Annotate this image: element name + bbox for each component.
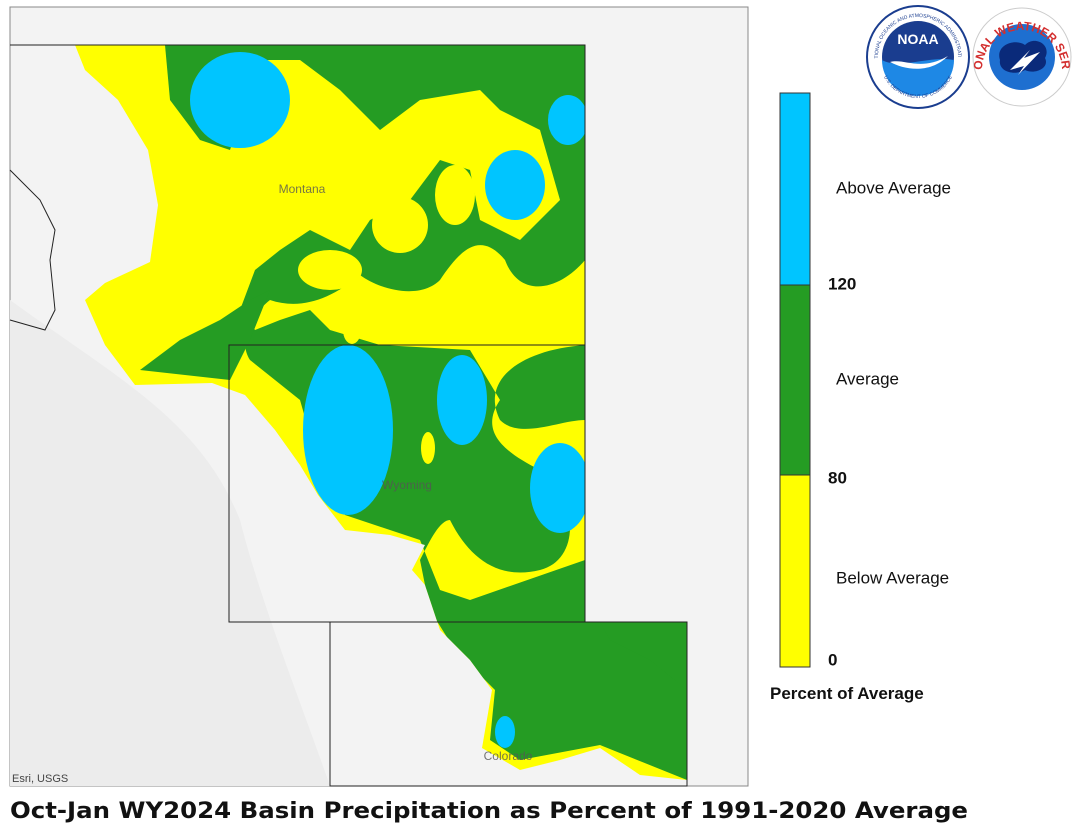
legend-break: 0 — [828, 650, 837, 669]
logo-text: NOAA — [897, 31, 938, 47]
above-area — [190, 52, 290, 148]
above-area — [530, 443, 590, 533]
above-area — [437, 355, 487, 445]
state-label: Wyoming — [382, 478, 432, 492]
above-area — [303, 345, 393, 515]
state-border — [9, 169, 56, 331]
below-area — [372, 197, 428, 253]
state-outlines — [10, 44, 688, 787]
state-label: Montana — [279, 182, 326, 196]
state-label: Colorado — [484, 749, 533, 763]
average-area — [140, 290, 270, 380]
above-area — [485, 150, 545, 220]
legend-label: Above Average — [836, 178, 951, 197]
legend-break: 120 — [828, 274, 856, 293]
below-area — [421, 432, 435, 464]
attribution: Esri, USGS — [12, 773, 68, 785]
average-area — [165, 45, 687, 780]
legend-label: Average — [836, 369, 899, 388]
average-area — [600, 622, 687, 690]
map-title: Oct-Jan WY2024 Basin Precipitation as Pe… — [10, 799, 968, 824]
legend-break: 80 — [828, 468, 847, 487]
legend-label: Below Average — [836, 568, 949, 587]
below-area — [298, 250, 362, 290]
below-area — [343, 316, 361, 344]
legend-swatch — [779, 474, 811, 668]
above-area — [548, 95, 588, 145]
above-area — [495, 716, 515, 748]
legend-title: Percent of Average — [770, 684, 924, 703]
legend-swatch — [779, 284, 811, 476]
legend-swatch — [779, 92, 811, 286]
below-area — [435, 165, 475, 225]
terrain — [10, 300, 330, 786]
